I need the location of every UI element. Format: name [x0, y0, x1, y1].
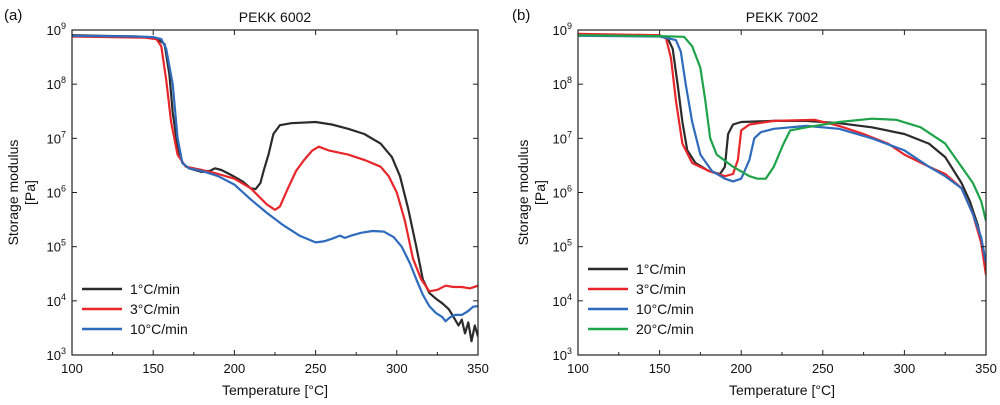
y-axis-label: Storage modulus	[515, 140, 531, 246]
x-tick-label: 100	[61, 361, 83, 376]
x-tick-label: 200	[224, 361, 246, 376]
y-tick-label: 107	[553, 129, 572, 146]
y-tick-label: 107	[47, 129, 66, 146]
legend-label: 1°C/min	[130, 281, 180, 297]
x-tick-label: 250	[812, 361, 834, 376]
y-tick-exponent: 8	[567, 75, 572, 85]
y-tick-exponent: 3	[61, 346, 66, 356]
y-tick-base: 10	[553, 77, 567, 92]
y-tick-label: 106	[47, 184, 66, 201]
y-tick-base: 10	[47, 23, 61, 38]
series-line-3cmin	[72, 35, 478, 293]
series-line-3cmin	[578, 32, 986, 276]
series-group	[72, 34, 478, 343]
y-tick-base: 10	[553, 348, 567, 363]
x-tick-label: 300	[386, 361, 408, 376]
y-tick-exponent: 9	[567, 21, 572, 31]
y-tick-label: 104	[553, 292, 572, 309]
y-tick-base: 10	[47, 77, 61, 92]
legend-label: 20°C/min	[636, 321, 694, 337]
y-tick-label: 105	[47, 238, 66, 255]
y-tick-exponent: 5	[567, 238, 572, 248]
y-tick-exponent: 6	[61, 184, 66, 194]
legend-label: 10°C/min	[130, 321, 188, 337]
y-tick-base: 10	[47, 131, 61, 146]
y-tick-base: 10	[553, 131, 567, 146]
legend-label: 3°C/min	[636, 281, 686, 297]
x-tick-label: 150	[142, 361, 164, 376]
y-tick-label: 103	[47, 346, 66, 363]
series-line-10cmin	[72, 34, 478, 323]
y-tick-label: 104	[47, 292, 66, 309]
x-axis-label: Temperature [°C]	[729, 382, 835, 398]
y-tick-label: 108	[47, 75, 66, 92]
y-tick-label: 109	[553, 21, 572, 38]
y-tick-exponent: 4	[567, 292, 572, 302]
legend-label: 1°C/min	[636, 261, 686, 277]
y-tick-base: 10	[553, 23, 567, 38]
x-tick-label: 250	[305, 361, 327, 376]
y-tick-base: 10	[553, 294, 567, 309]
y-tick-exponent: 8	[61, 75, 66, 85]
y-tick-base: 10	[47, 348, 61, 363]
y-tick-exponent: 5	[61, 238, 66, 248]
y-tick-base: 10	[553, 240, 567, 255]
series-group	[578, 32, 986, 276]
y-tick-base: 10	[553, 186, 567, 201]
chart-title: PEKK 7002	[746, 9, 819, 25]
series-line-20cmin	[578, 34, 986, 222]
y-tick-exponent: 9	[61, 21, 66, 31]
panel-label: (a)	[4, 7, 22, 24]
x-tick-label: 350	[975, 361, 997, 376]
x-tick-label: 100	[567, 361, 589, 376]
y-tick-exponent: 4	[61, 292, 66, 302]
y-tick-label: 108	[553, 75, 572, 92]
y-tick-label: 109	[47, 21, 66, 38]
y-tick-exponent: 3	[567, 346, 572, 356]
y-tick-exponent: 7	[61, 129, 66, 139]
x-axis-label: Temperature [°C]	[222, 382, 328, 398]
y-axis-unit: [Pa]	[22, 180, 38, 205]
series-line-10cmin	[578, 34, 986, 264]
y-tick-base: 10	[47, 294, 61, 309]
y-tick-base: 10	[47, 186, 61, 201]
x-tick-label: 350	[467, 361, 489, 376]
legend-label: 10°C/min	[636, 301, 694, 317]
y-tick-label: 105	[553, 238, 572, 255]
x-tick-label: 150	[649, 361, 671, 376]
y-tick-label: 103	[553, 346, 572, 363]
x-tick-label: 200	[730, 361, 752, 376]
x-tick-label: 300	[894, 361, 916, 376]
legend-label: 3°C/min	[130, 301, 180, 317]
y-tick-exponent: 7	[567, 129, 572, 139]
y-tick-label: 106	[553, 184, 572, 201]
series-line-1cmin	[578, 34, 986, 264]
y-tick-base: 10	[47, 240, 61, 255]
y-axis-label: Storage modulus	[5, 140, 21, 246]
panel-label: (b)	[512, 7, 530, 24]
y-tick-exponent: 6	[567, 184, 572, 194]
chart-title: PEKK 6002	[239, 9, 312, 25]
y-axis-unit: [Pa]	[532, 180, 548, 205]
